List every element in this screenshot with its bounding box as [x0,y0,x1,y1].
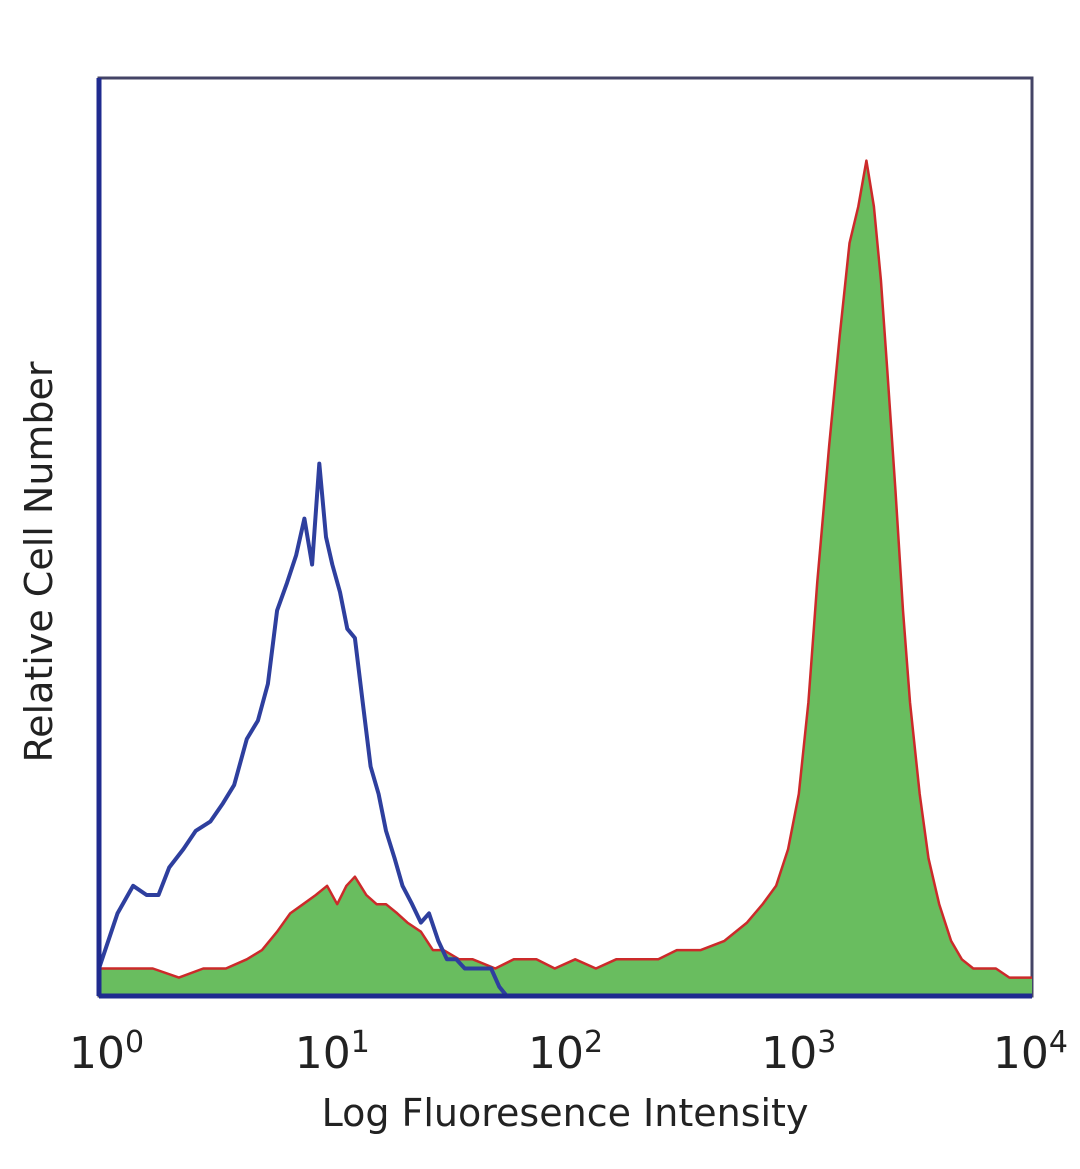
x-tick-base: 10 [528,1028,584,1079]
series-1-line [99,159,1032,979]
series-0-line [97,461,509,998]
series-1-fill [99,160,1032,997]
x-tick-label: 100 [69,1025,144,1079]
x-tick-base: 10 [69,1028,125,1079]
x-tick-exponent: 1 [351,1025,370,1060]
x-tick-exponent: 2 [584,1025,603,1060]
x-tick-label: 104 [993,1025,1068,1079]
x-tick-base: 10 [993,1028,1049,1079]
x-tick-base: 10 [761,1028,817,1079]
x-tick-exponent: 4 [1049,1025,1068,1060]
x-tick-exponent: 3 [817,1025,836,1060]
x-tick-base: 10 [295,1028,351,1079]
x-tick-exponent: 0 [125,1025,144,1060]
x-tick-labels: 100 101 102 103 104 [69,1025,1068,1079]
x-tick-label: 102 [528,1025,603,1079]
series-layer [97,159,1032,998]
y-axis-title: Relative Cell Number [17,361,61,762]
x-tick-label: 101 [295,1025,370,1079]
x-axis-title: Log Fluoresence Intensity [322,1091,809,1135]
x-tick-label: 103 [761,1025,836,1079]
